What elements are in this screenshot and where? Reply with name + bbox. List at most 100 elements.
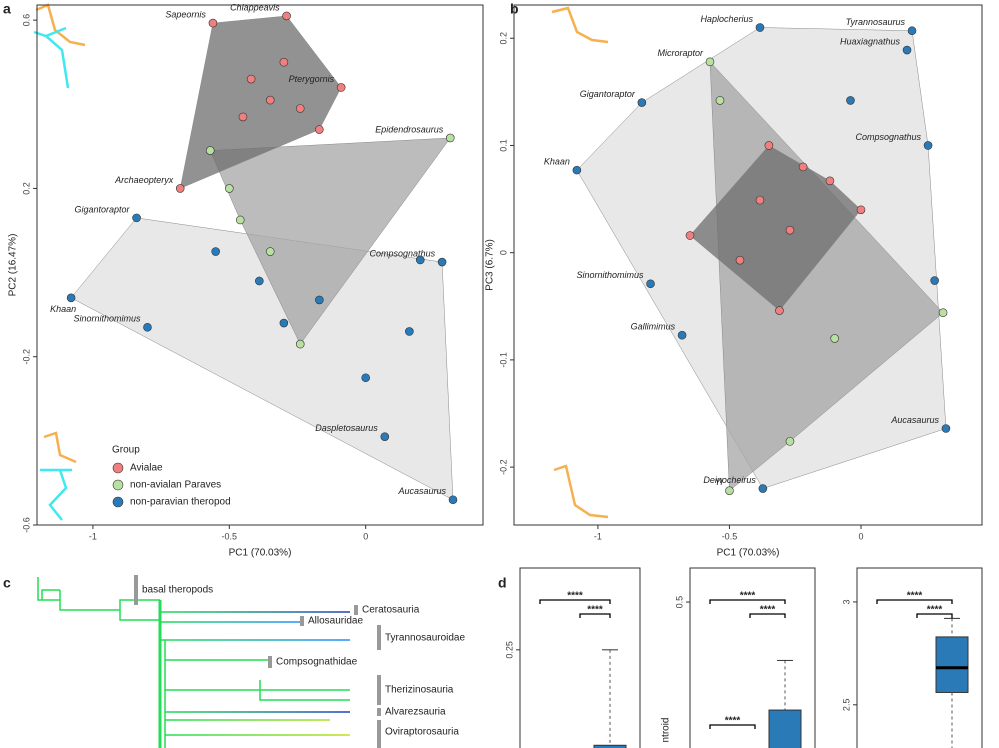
data-point bbox=[205, 146, 215, 155]
y-tick-label: -0.2 bbox=[21, 349, 31, 365]
y-tick-label: -0.2 bbox=[498, 459, 508, 475]
plot-frame bbox=[689, 567, 816, 748]
data-point bbox=[66, 293, 76, 303]
point-label: Gallimimus bbox=[631, 322, 676, 332]
data-point bbox=[295, 339, 305, 349]
data-point bbox=[775, 306, 784, 315]
data-point bbox=[637, 98, 647, 107]
y-tick-label: 0.1 bbox=[498, 139, 508, 152]
point-label: Haplocherius bbox=[700, 14, 753, 24]
significance-bracket bbox=[876, 599, 953, 604]
significance-label: **** bbox=[725, 716, 741, 727]
data-point bbox=[785, 225, 795, 235]
data-point bbox=[279, 318, 289, 328]
y-tick-label: 2.5 bbox=[841, 699, 851, 712]
point-label: Epidendrosaurus bbox=[375, 124, 444, 134]
data-point bbox=[225, 184, 234, 193]
data-point bbox=[930, 276, 939, 285]
significance-bracket bbox=[709, 724, 756, 729]
data-point bbox=[235, 215, 245, 225]
legend-swatch bbox=[112, 479, 124, 491]
data-point bbox=[315, 295, 324, 305]
data-point bbox=[907, 26, 917, 36]
data-point bbox=[336, 83, 346, 92]
point-label: Yi bbox=[715, 477, 724, 487]
y-tick-label: 0.25 bbox=[504, 641, 514, 659]
point-label: Deinocheirus bbox=[703, 475, 756, 485]
data-point bbox=[175, 184, 185, 193]
box bbox=[935, 636, 969, 693]
box bbox=[768, 709, 802, 748]
significance-label: **** bbox=[587, 605, 603, 616]
panel-label: a bbox=[3, 1, 11, 17]
data-point bbox=[830, 334, 839, 343]
clade-label: Alvarezsauria bbox=[385, 707, 446, 718]
point-label: Aucasaurus bbox=[890, 415, 939, 425]
data-point bbox=[938, 308, 948, 318]
clade-label: basal theropods bbox=[142, 585, 213, 596]
clade-label: Oviraptorosauria bbox=[385, 727, 459, 738]
y-tick-label: 0.2 bbox=[21, 182, 31, 195]
data-point bbox=[755, 23, 765, 32]
point-label: Khaan bbox=[50, 304, 76, 314]
point-label: Daspletosaurus bbox=[315, 423, 378, 433]
plot-frame bbox=[519, 567, 641, 748]
point-label: Microraptor bbox=[657, 48, 704, 58]
y-tick-label: -0.6 bbox=[21, 517, 31, 533]
data-point bbox=[246, 74, 256, 84]
x-tick-label: -0.5 bbox=[722, 531, 738, 541]
box bbox=[593, 744, 627, 748]
point-label: Khaan bbox=[544, 156, 570, 166]
data-point bbox=[448, 495, 458, 505]
point-label: Compsognathus bbox=[856, 132, 922, 142]
significance-bracket bbox=[579, 613, 611, 618]
y-axis-label: PC3 (6.7%) bbox=[485, 239, 496, 291]
data-point bbox=[211, 247, 220, 256]
phylogeny-tree bbox=[37, 577, 350, 748]
data-point bbox=[685, 231, 695, 240]
data-point bbox=[941, 424, 951, 433]
legend-swatch bbox=[112, 496, 124, 508]
x-tick-label: -1 bbox=[89, 531, 97, 541]
point-label: Archaeopteryx bbox=[114, 175, 174, 185]
x-tick-label: -1 bbox=[594, 531, 602, 541]
y-axis-label: ntroid bbox=[661, 717, 672, 742]
point-label: Gigantoraptor bbox=[580, 89, 636, 99]
point-label: Aucasaurus bbox=[397, 486, 446, 496]
plot-frame bbox=[513, 4, 983, 526]
y-tick-label: 0 bbox=[498, 250, 508, 255]
point-label: Chiappeavis bbox=[230, 2, 280, 12]
data-point bbox=[208, 18, 218, 28]
point-label: Huaxiagnathus bbox=[840, 36, 901, 46]
data-point bbox=[758, 484, 768, 493]
data-point bbox=[315, 125, 324, 134]
data-point bbox=[265, 95, 275, 105]
y-tick-label: 0.5 bbox=[674, 596, 684, 609]
significance-bracket bbox=[749, 613, 786, 618]
data-point bbox=[380, 432, 390, 441]
significance-label: **** bbox=[740, 591, 756, 602]
significance-label: **** bbox=[567, 591, 583, 602]
x-axis-label: PC1 (70.03%) bbox=[717, 548, 780, 559]
clade-bars bbox=[134, 575, 381, 748]
data-point bbox=[415, 255, 425, 265]
panel-label: c bbox=[3, 575, 11, 591]
data-point bbox=[238, 112, 248, 122]
data-point bbox=[445, 133, 455, 143]
y-tick-label: -0.1 bbox=[498, 352, 508, 368]
point-label: Compsognathus bbox=[370, 248, 436, 258]
point-label: Pterygornis bbox=[289, 74, 335, 84]
data-point bbox=[705, 57, 715, 67]
data-point bbox=[902, 45, 912, 55]
x-tick-label: -0.5 bbox=[222, 531, 238, 541]
data-point bbox=[282, 11, 291, 21]
data-point bbox=[279, 57, 289, 67]
panel-label: d bbox=[498, 575, 507, 591]
legend-label: Avialae bbox=[130, 463, 163, 474]
legend-label: non-avialan Paraves bbox=[130, 480, 221, 491]
data-point bbox=[405, 327, 414, 336]
data-point bbox=[755, 195, 765, 205]
y-tick-label: 3 bbox=[841, 599, 851, 604]
data-point bbox=[437, 257, 447, 267]
